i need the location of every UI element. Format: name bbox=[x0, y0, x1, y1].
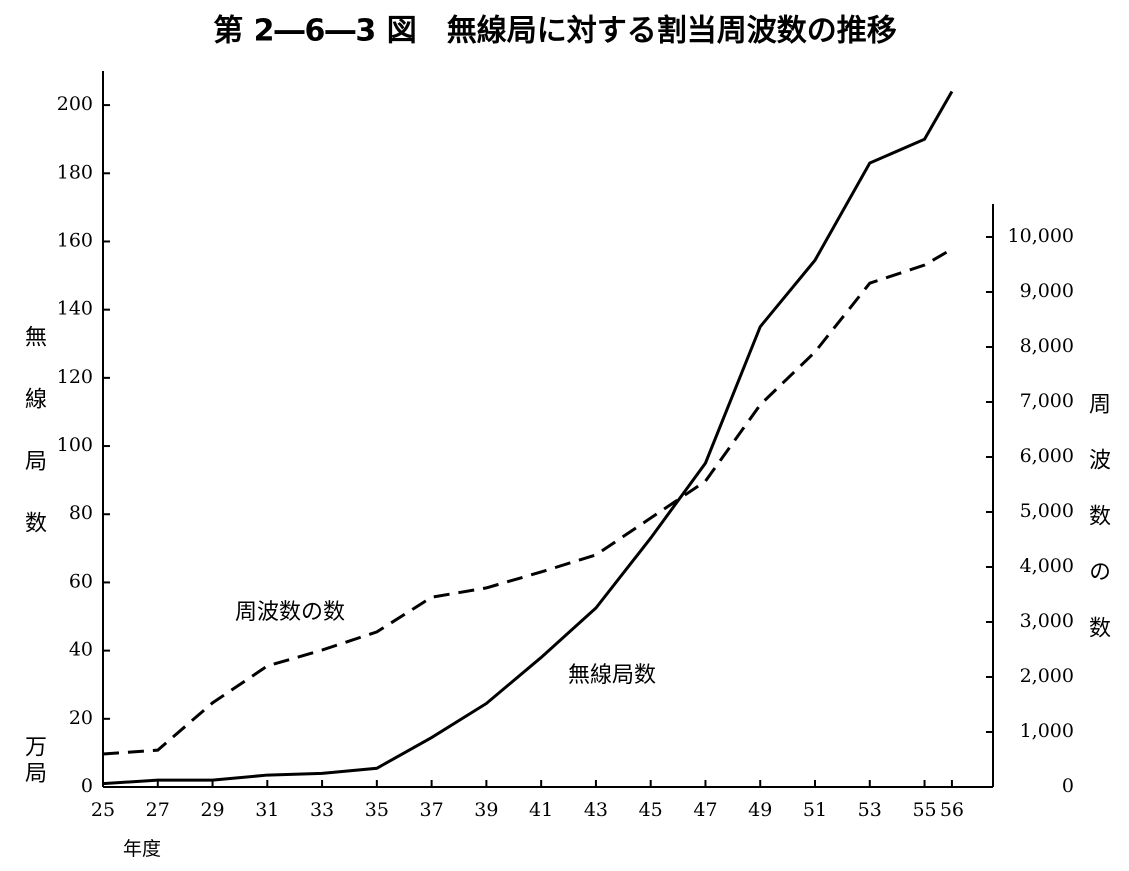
y-tick-label: 100 bbox=[57, 434, 93, 456]
y-tick-label: 140 bbox=[57, 298, 93, 320]
y-axis-unit: 万局 bbox=[21, 735, 47, 787]
y2-tick-label: 1,000 bbox=[1020, 720, 1074, 742]
y-tick-label: 180 bbox=[57, 161, 93, 183]
x-tick-label: 27 bbox=[146, 799, 170, 821]
y2-tick-label: 5,000 bbox=[1020, 500, 1074, 522]
x-tick-label: 33 bbox=[310, 799, 334, 821]
x-axis-label: 年度 bbox=[123, 838, 161, 860]
data-line bbox=[102, 247, 953, 756]
y-tick-label: 60 bbox=[69, 570, 93, 592]
data-line bbox=[102, 90, 954, 786]
y-tick-label: 0 bbox=[81, 775, 93, 797]
x-tick-label: 37 bbox=[420, 799, 444, 821]
y-tick-label: 160 bbox=[57, 229, 93, 251]
y-tick-label: 200 bbox=[57, 93, 93, 115]
y2-tick-label: 8,000 bbox=[1020, 335, 1074, 357]
x-tick-label: 41 bbox=[529, 799, 553, 821]
series-annotation: 周波数の数 bbox=[235, 600, 345, 625]
y2-tick-label: 6,000 bbox=[1020, 445, 1074, 467]
y2-axis-label: 周波数の数 bbox=[1085, 392, 1111, 672]
x-tick-label: 31 bbox=[255, 799, 279, 821]
y2-tick-label: 2,000 bbox=[1020, 665, 1074, 687]
series-annotation: 無線局数 bbox=[568, 663, 656, 688]
y-tick-label: 80 bbox=[69, 502, 93, 524]
x-tick-label: 25 bbox=[91, 799, 115, 821]
x-tick-label: 39 bbox=[474, 799, 498, 821]
y2-tick-label: 3,000 bbox=[1020, 610, 1074, 632]
x-tick-label: 53 bbox=[858, 799, 882, 821]
y2-tick-label: 10,000 bbox=[1008, 225, 1074, 247]
x-tick-label: 56 bbox=[940, 799, 964, 821]
y2-tick-label: 7,000 bbox=[1020, 390, 1074, 412]
x-tick-label: 35 bbox=[365, 799, 389, 821]
y-tick-label: 120 bbox=[57, 366, 93, 388]
y2-tick-label: 0 bbox=[1062, 775, 1074, 797]
y-axis-label: 無線局数 bbox=[21, 325, 47, 573]
x-tick-label: 45 bbox=[639, 799, 663, 821]
x-tick-label: 29 bbox=[200, 799, 224, 821]
x-tick-label: 47 bbox=[693, 799, 717, 821]
x-tick-label: 43 bbox=[584, 799, 608, 821]
y-tick-label: 20 bbox=[69, 707, 93, 729]
x-tick-label: 49 bbox=[748, 799, 772, 821]
y2-tick-label: 9,000 bbox=[1020, 280, 1074, 302]
x-tick-label: 51 bbox=[803, 799, 827, 821]
y-tick-label: 40 bbox=[69, 639, 93, 661]
y2-tick-label: 4,000 bbox=[1020, 555, 1074, 577]
chart-title: 第 2―6―3 図 無線局に対する割当周波数の推移 bbox=[213, 14, 897, 49]
x-tick-label: 55 bbox=[912, 799, 936, 821]
